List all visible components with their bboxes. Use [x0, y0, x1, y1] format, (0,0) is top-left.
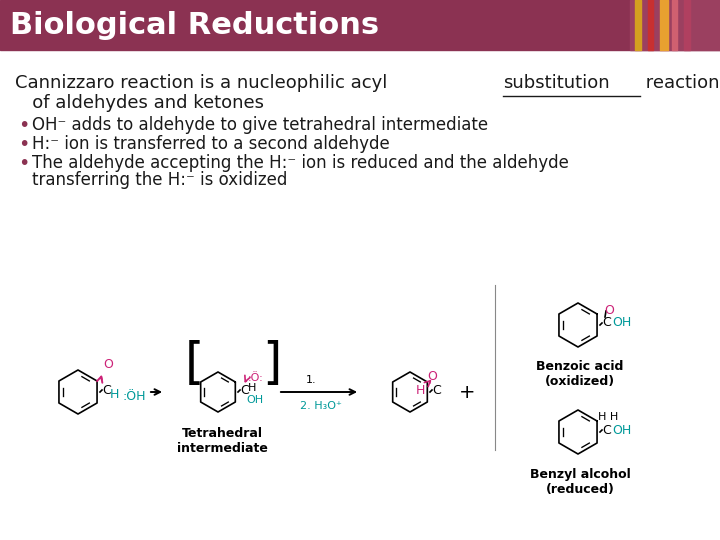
Text: H: H: [416, 383, 426, 396]
Text: •: •: [18, 135, 30, 154]
Text: substitution: substitution: [503, 74, 610, 92]
Text: reaction: reaction: [641, 74, 720, 92]
Text: O: O: [604, 303, 614, 316]
Text: The aldehyde accepting the H:⁻ ion is reduced and the aldehyde: The aldehyde accepting the H:⁻ ion is re…: [32, 154, 569, 172]
Bar: [0, 0, 720, 50]
Text: transferring the H:⁻ is oxidized: transferring the H:⁻ is oxidized: [32, 171, 287, 189]
Text: OH: OH: [612, 423, 631, 436]
Text: 2. H₃O⁺: 2. H₃O⁺: [300, 401, 342, 411]
Text: OH: OH: [612, 316, 631, 329]
Text: OH: OH: [246, 395, 263, 405]
Text: Benzyl alcohol
(reduced): Benzyl alcohol (reduced): [530, 468, 631, 496]
Text: Biological Reductions: Biological Reductions: [10, 10, 379, 39]
Text: Cannizzaro reaction is a nucleophilic acyl: Cannizzaro reaction is a nucleophilic ac…: [15, 74, 393, 92]
Text: C: C: [102, 383, 111, 396]
Text: C: C: [432, 383, 441, 396]
Text: C: C: [240, 383, 248, 396]
Text: 1.: 1.: [306, 375, 317, 385]
Text: ]: ]: [262, 340, 282, 388]
Text: OH⁻ adds to aldehyde to give tetrahedral intermediate: OH⁻ adds to aldehyde to give tetrahedral…: [32, 116, 488, 134]
Text: H H: H H: [598, 412, 618, 422]
Text: Tetrahedral
intermediate: Tetrahedral intermediate: [176, 427, 267, 455]
Text: :ÖH: :ÖH: [122, 389, 145, 402]
Text: •: •: [18, 116, 30, 135]
Text: [: [: [185, 340, 204, 388]
Bar: [630, 0, 720, 50]
Text: :Ö:: :Ö:: [248, 373, 264, 383]
Text: O: O: [427, 369, 437, 382]
Text: H: H: [248, 383, 256, 393]
Text: C: C: [602, 423, 611, 436]
Text: H: H: [110, 388, 120, 401]
Text: •: •: [18, 154, 30, 173]
Text: +: +: [459, 382, 475, 402]
Text: H:⁻ ion is transferred to a second aldehyde: H:⁻ ion is transferred to a second aldeh…: [32, 135, 390, 153]
Text: O: O: [103, 359, 113, 372]
Text: of aldehydes and ketones: of aldehydes and ketones: [15, 94, 264, 112]
Text: C: C: [602, 316, 611, 329]
Text: Benzoic acid
(oxidized): Benzoic acid (oxidized): [536, 360, 624, 388]
